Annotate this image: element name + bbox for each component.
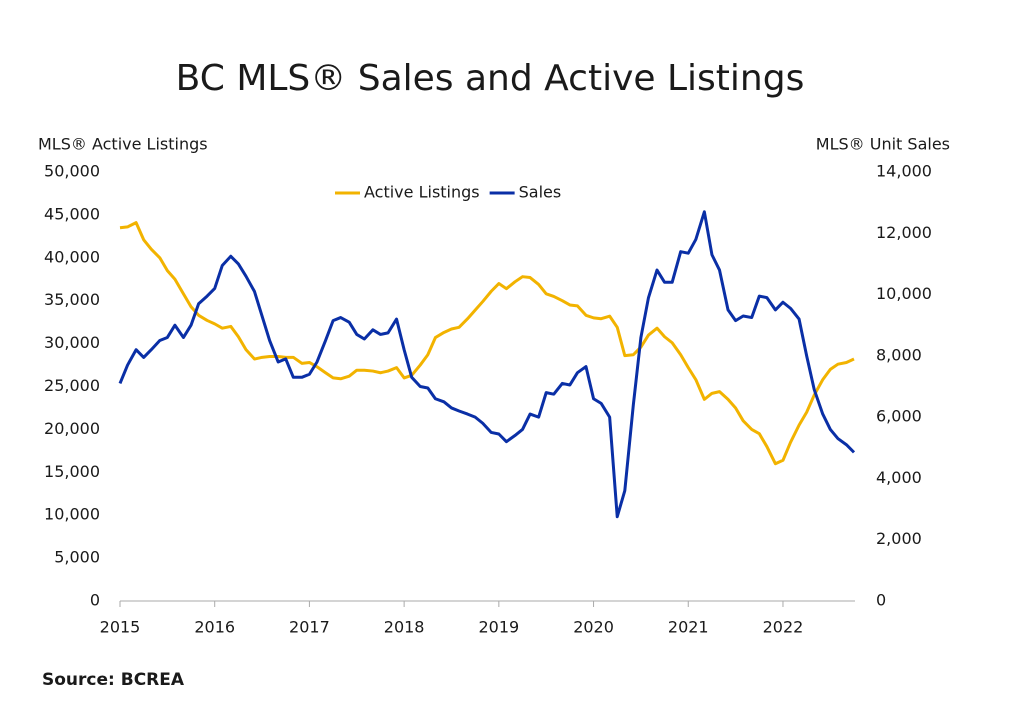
y2-tick-label: 10,000 [876, 284, 932, 303]
y-tick-label: 10,000 [44, 505, 100, 524]
x-tick-label: 2017 [289, 618, 330, 637]
x-tick-label: 2021 [668, 618, 709, 637]
y-tick-label: 35,000 [44, 290, 100, 309]
legend-label: Active Listings [364, 183, 480, 202]
y2-tick-label: 6,000 [876, 407, 922, 426]
y2-tick-label: 8,000 [876, 345, 922, 364]
y-tick-label: 5,000 [54, 548, 100, 567]
y-tick-label: 20,000 [44, 419, 100, 438]
x-tick-label: 2015 [100, 618, 141, 637]
series-line [119, 221, 855, 466]
y2-tick-label: 14,000 [876, 162, 932, 181]
x-tick-label: 2016 [194, 618, 235, 637]
x-tick-label: 2018 [384, 618, 425, 637]
y2-axis-label: MLS® Unit Sales [816, 135, 950, 154]
y-tick-label: 50,000 [44, 162, 100, 181]
x-tick-label: 2019 [478, 618, 519, 637]
y-tick-label: 40,000 [44, 247, 100, 266]
legend-label: Sales [519, 183, 562, 202]
y2-tick-label: 12,000 [876, 223, 932, 242]
x-tick-label: 2020 [573, 618, 614, 637]
y-tick-label: 0 [90, 591, 100, 610]
y-tick-label: 25,000 [44, 376, 100, 395]
series-line [118, 210, 856, 519]
y-tick-label: 45,000 [44, 204, 100, 223]
y-tick-label: 15,000 [44, 462, 100, 481]
y-axis-label: MLS® Active Listings [38, 135, 208, 154]
y2-tick-label: 0 [876, 591, 886, 610]
y-tick-label: 30,000 [44, 333, 100, 352]
source-note: Source: BCREA [42, 670, 185, 690]
x-tick-label: 2022 [763, 618, 804, 637]
y2-tick-label: 4,000 [876, 468, 922, 487]
chart-title: BC MLS® Sales and Active Listings [176, 58, 805, 99]
y2-tick-label: 2,000 [876, 529, 922, 548]
